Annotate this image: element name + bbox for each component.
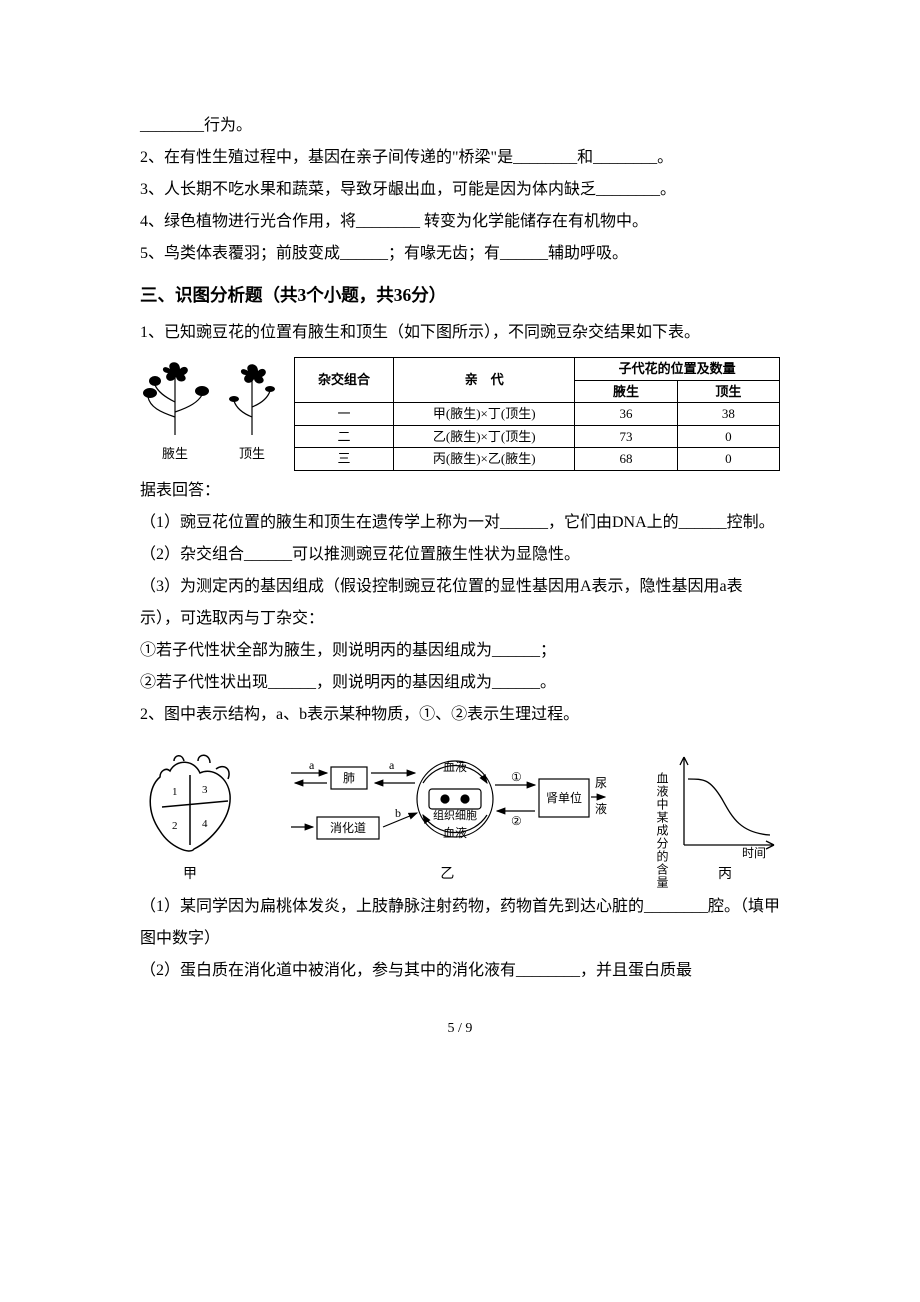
lbl-lung: 肺 xyxy=(343,771,355,785)
lbl-tissue: 组织细胞 xyxy=(433,808,477,822)
s3-q1-figure-row: 腋生 顶生 杂交组合 亲 代 子代花的位置及数量 腋生 xyxy=(140,357,780,471)
lbl-p2: ② xyxy=(511,814,522,828)
lbl-p1: ① xyxy=(511,770,522,784)
plant-terminal-label: 顶生 xyxy=(239,441,265,467)
th-combo: 杂交组合 xyxy=(295,358,394,403)
cell: 36 xyxy=(575,403,677,426)
s3-q2-2: （2）蛋白质在消化道中被消化，参与其中的消化液有________，并且蛋白质最 xyxy=(140,955,780,987)
diagram-bing: 血液中某成分的含量 时间 丙 xyxy=(655,749,780,889)
s3-q1-2: （2）杂交组合______可以推测豌豆花位置腋生性状为显隐性。 xyxy=(140,539,780,571)
s3-q1-intro: 1、已知豌豆花的位置有腋生和顶生（如下图所示），不同豌豆杂交结果如下表。 xyxy=(140,317,780,349)
table-row: 一 甲(腋生)×丁(顶生) 36 38 xyxy=(295,403,780,426)
heart-n1: 1 xyxy=(172,786,178,798)
plant-terminal-svg xyxy=(222,357,282,437)
lbl-urine-2: 液 xyxy=(595,801,607,816)
cell: 73 xyxy=(575,425,677,448)
table-row: 三 丙(腋生)×乙(腋生) 68 0 xyxy=(295,448,780,471)
lbl-a1: a xyxy=(309,758,315,772)
section3-heading: 三、识图分析题（共3个小题，共36分） xyxy=(140,278,780,313)
cap-jia: 甲 xyxy=(140,861,240,889)
y-axis-label: 血液中某成分的含量 xyxy=(655,772,668,889)
heart-n4: 4 xyxy=(202,818,208,830)
lbl-a2: a xyxy=(389,758,395,772)
cell: 丙(腋生)×乙(腋生) xyxy=(394,448,575,471)
th-parent: 亲 代 xyxy=(394,358,575,403)
s3-q1-3-1: ①若子代性状全部为腋生，则说明丙的基因组成为______； xyxy=(140,635,780,667)
diagram-yi: 肺 消化道 a a b 血液 血液 xyxy=(287,739,607,889)
cell: 0 xyxy=(677,425,779,448)
th-top: 顶生 xyxy=(677,380,779,403)
s3-q1-3-intro: （3）为测定丙的基因组成（假设控制豌豆花位置的显性基因用A表示，隐性基因用a表示… xyxy=(140,571,780,635)
plant-axillary: 腋生 xyxy=(140,357,210,467)
page-number: 5 / 9 xyxy=(140,1015,780,1043)
cell: 甲(腋生)×丁(顶生) xyxy=(394,403,575,426)
plant-terminal: 顶生 xyxy=(222,357,282,467)
lbl-b: b xyxy=(395,806,401,820)
cell: 68 xyxy=(575,448,677,471)
cap-bing: 丙 xyxy=(670,861,780,889)
heart-n3: 3 xyxy=(202,784,208,796)
q3-line: 3、人长期不吃水果和蔬菜，导致牙龈出血，可能是因为体内缺乏________。 xyxy=(140,174,780,206)
q5-line: 5、鸟类体表覆羽；前肢变成______；有喙无齿；有______辅助呼吸。 xyxy=(140,238,780,270)
curve-svg: 时间 xyxy=(670,749,780,859)
q2-line: 2、在有性生殖过程中，基因在亲子间传递的"桥梁"是________和______… xyxy=(140,142,780,174)
plant-axillary-svg xyxy=(140,357,210,437)
cell: 二 xyxy=(295,425,394,448)
fragment-line-0: ________行为。 xyxy=(140,110,780,142)
cross-table: 杂交组合 亲 代 子代花的位置及数量 腋生 顶生 一 甲(腋生)×丁(顶生) 3… xyxy=(294,357,780,471)
table-row: 二 乙(腋生)×丁(顶生) 73 0 xyxy=(295,425,780,448)
s3-q1-after: 据表回答： xyxy=(140,475,780,507)
cell: 三 xyxy=(295,448,394,471)
s3-q2-1: （1）某同学因为扁桃体发炎，上肢静脉注射药物，药物首先到达心脏的________… xyxy=(140,891,780,955)
diagram-jia: 1 2 3 4 甲 xyxy=(140,749,240,889)
cross-table-wrap: 杂交组合 亲 代 子代花的位置及数量 腋生 顶生 一 甲(腋生)×丁(顶生) 3… xyxy=(294,357,780,471)
s3-q1-3-2: ②若子代性状出现______，则说明丙的基因组成为______。 xyxy=(140,667,780,699)
s3-q1-1: （1）豌豆花位置的腋生和顶生在遗传学上称为一对______，它们由DNA上的__… xyxy=(140,507,780,539)
heart-svg: 1 2 3 4 xyxy=(140,749,240,859)
th-offspring: 子代花的位置及数量 xyxy=(575,358,780,381)
th-ax: 腋生 xyxy=(575,380,677,403)
cap-yi: 乙 xyxy=(287,861,607,889)
lbl-urine-1: 尿 xyxy=(595,776,607,790)
s3-q2-diagram: 1 2 3 4 甲 肺 消化道 xyxy=(140,739,780,889)
lbl-digestive: 消化道 xyxy=(330,821,366,835)
x-axis-label: 时间 xyxy=(742,846,766,859)
cell: 38 xyxy=(677,403,779,426)
plant-axillary-label: 腋生 xyxy=(162,441,188,467)
cell: 一 xyxy=(295,403,394,426)
heart-n2: 2 xyxy=(172,820,178,832)
lbl-nephron: 肾单位 xyxy=(546,790,582,805)
q4-line: 4、绿色植物进行光合作用，将________ 转变为化学能储存在有机物中。 xyxy=(140,206,780,238)
flow-svg: 肺 消化道 a a b 血液 血液 xyxy=(287,739,607,859)
s3-q2-intro: 2、图中表示结构，a、b表示某种物质，①、②表示生理过程。 xyxy=(140,699,780,731)
cell: 乙(腋生)×丁(顶生) xyxy=(394,425,575,448)
cell: 0 xyxy=(677,448,779,471)
